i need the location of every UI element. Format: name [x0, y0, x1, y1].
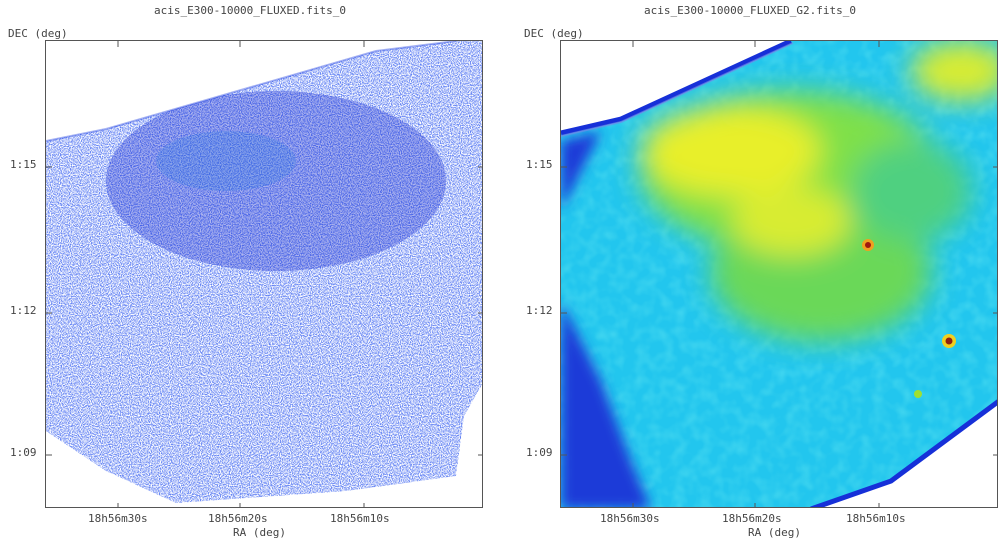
y-tick-label: 1:15: [526, 158, 553, 171]
y-axis-label: DEC (deg): [8, 27, 68, 40]
smoothed-image-canvas: [561, 41, 997, 507]
y-axis-label: DEC (deg): [524, 27, 584, 40]
panel-title: acis_E300-10000_FLUXED.fits_0: [153, 4, 347, 17]
smoothed-image-panel: acis_E300-10000_FLUXED_G2.fits_0 DEC (de…: [500, 0, 1000, 548]
y-tick-label: 1:12: [526, 304, 553, 317]
x-tick-label: 18h56m30s: [600, 512, 660, 525]
x-axis-label: RA (deg): [748, 526, 801, 539]
smoothed-image-frame[interactable]: [560, 40, 998, 508]
y-tick-label: 1:09: [526, 446, 553, 459]
axis-ticks: [46, 41, 482, 507]
y-tick-label: 1:12: [10, 304, 37, 317]
x-tick-label: 18h56m20s: [722, 512, 782, 525]
raw-image-panel: acis_E300-10000_FLUXED.fits_0 DEC (deg): [8, 4, 483, 539]
x-axis-label: RA (deg): [233, 526, 286, 539]
x-tick-label: 18h56m20s: [208, 512, 268, 525]
x-tick-label: 18h56m30s: [88, 512, 148, 525]
y-tick-label: 1:15: [10, 158, 37, 171]
x-tick-label: 18h56m10s: [330, 512, 390, 525]
raw-image-frame[interactable]: [45, 40, 483, 508]
x-tick-label: 18h56m10s: [846, 512, 906, 525]
y-tick-label: 1:09: [10, 446, 37, 459]
raw-image-canvas: [46, 41, 482, 507]
panel-title: acis_E300-10000_FLUXED_G2.fits_0: [644, 4, 856, 17]
axis-ticks: [561, 41, 997, 507]
